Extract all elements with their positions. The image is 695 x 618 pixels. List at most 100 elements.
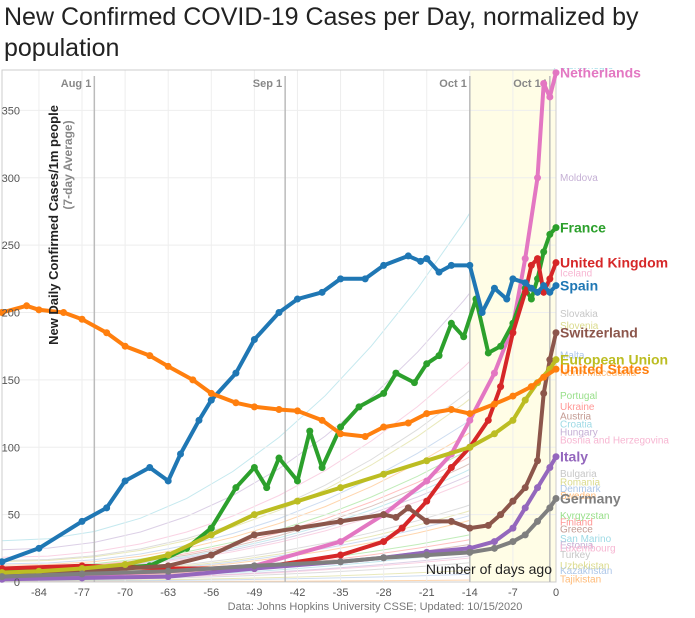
data-point: [521, 288, 529, 296]
data-point: [275, 406, 283, 414]
data-point: [164, 551, 172, 559]
background-series-label: Tajikistan: [560, 574, 601, 585]
y-tick-label: 0: [14, 577, 20, 589]
data-point: [509, 416, 517, 424]
x-tick-label: -84: [31, 587, 47, 599]
data-point: [78, 315, 86, 323]
data-point: [250, 463, 258, 471]
data-point: [207, 524, 215, 532]
data-point: [423, 457, 431, 465]
data-point: [466, 548, 474, 556]
data-point: [380, 423, 388, 431]
background-series-label: North Macedonia: [560, 368, 637, 379]
month-markers: Aug 1 Sep 1 Oct 1 Oct 14: [61, 76, 551, 582]
data-point: [337, 484, 345, 492]
background-series-label: Kazakhstan: [560, 566, 612, 577]
data-point: [392, 513, 400, 521]
data-point: [527, 261, 535, 269]
data-point: [177, 450, 185, 458]
data-point: [540, 288, 548, 296]
y-tick-label: 300: [2, 173, 20, 185]
background-series-label: Slovakia: [560, 309, 598, 320]
data-point: [250, 403, 258, 411]
data-point: [404, 419, 412, 427]
month-marker-label: Aug 1: [61, 78, 92, 90]
data-point: [466, 443, 474, 451]
data-point: [78, 570, 86, 578]
x-tick-label: -63: [160, 587, 176, 599]
data-point: [552, 224, 560, 232]
data-point: [521, 255, 529, 263]
data-point: [509, 497, 517, 505]
data-point: [534, 484, 542, 492]
data-point: [164, 562, 172, 570]
data-point: [318, 288, 326, 296]
data-point: [423, 477, 431, 485]
data-point: [337, 538, 345, 546]
data-point: [552, 69, 560, 77]
data-point: [35, 544, 43, 552]
background-series-label: San Marino: [560, 534, 612, 545]
data-point: [417, 257, 425, 265]
background-series-label: Hungary: [560, 427, 598, 438]
data-point: [534, 457, 542, 465]
data-point: [509, 275, 517, 283]
data-point: [232, 369, 240, 377]
data-point: [534, 517, 542, 525]
data-point: [546, 504, 554, 512]
data-point: [484, 521, 492, 529]
data-point: [121, 477, 129, 485]
data-point: [250, 335, 258, 343]
data-point: [466, 416, 474, 424]
background-series-label: Croatia: [560, 419, 593, 430]
data-point: [318, 416, 326, 424]
data-point: [78, 565, 86, 573]
x-tick-label: -14: [462, 587, 478, 599]
data-point: [447, 517, 455, 525]
data-point: [546, 93, 554, 101]
month-marker-label: Oct 1: [439, 78, 467, 90]
data-point: [552, 282, 560, 290]
covid-chart: Aug 1 Sep 1 Oct 1 Oct 14 Montenegro Moldova I…: [0, 68, 669, 613]
month-marker-label: Sep 1: [253, 78, 282, 90]
data-point: [164, 477, 172, 485]
data-point: [293, 524, 301, 532]
data-point: [232, 399, 240, 407]
data-point: [546, 288, 554, 296]
background-series-label: Uzbekistan: [560, 561, 609, 572]
data-point: [466, 524, 474, 532]
data-point: [250, 511, 258, 519]
data-point: [121, 342, 129, 350]
month-marker-label: Oct 14: [513, 78, 548, 90]
data-point: [552, 259, 560, 267]
data-point: [423, 497, 431, 505]
data-point: [146, 352, 154, 360]
y-tick-label: 250: [2, 240, 20, 252]
data-point: [521, 531, 529, 539]
background-series-label: Malta: [560, 351, 585, 362]
background-series-label: Luxembourg: [560, 543, 616, 554]
data-point: [250, 531, 258, 539]
x-tick-label: -7: [508, 587, 518, 599]
data-point: [552, 494, 560, 502]
data-point: [35, 567, 43, 575]
data-point: [0, 558, 6, 566]
data-point: [103, 504, 111, 512]
data-point: [423, 255, 431, 263]
data-point: [534, 174, 542, 182]
data-point: [293, 407, 301, 415]
y-axis-sublabel: (7-day Average): [61, 120, 75, 209]
data-point: [490, 538, 498, 546]
data-point: [540, 373, 548, 381]
series-label: Switzerland: [560, 325, 638, 341]
data-point: [78, 517, 86, 525]
data-point: [447, 261, 455, 269]
data-point: [275, 454, 283, 462]
series-line: [1, 253, 558, 564]
data-point: [337, 430, 345, 438]
x-tick-label: -70: [117, 587, 133, 599]
data-point: [207, 551, 215, 559]
background-series-label: Denmark: [560, 484, 602, 495]
data-point: [250, 562, 258, 570]
